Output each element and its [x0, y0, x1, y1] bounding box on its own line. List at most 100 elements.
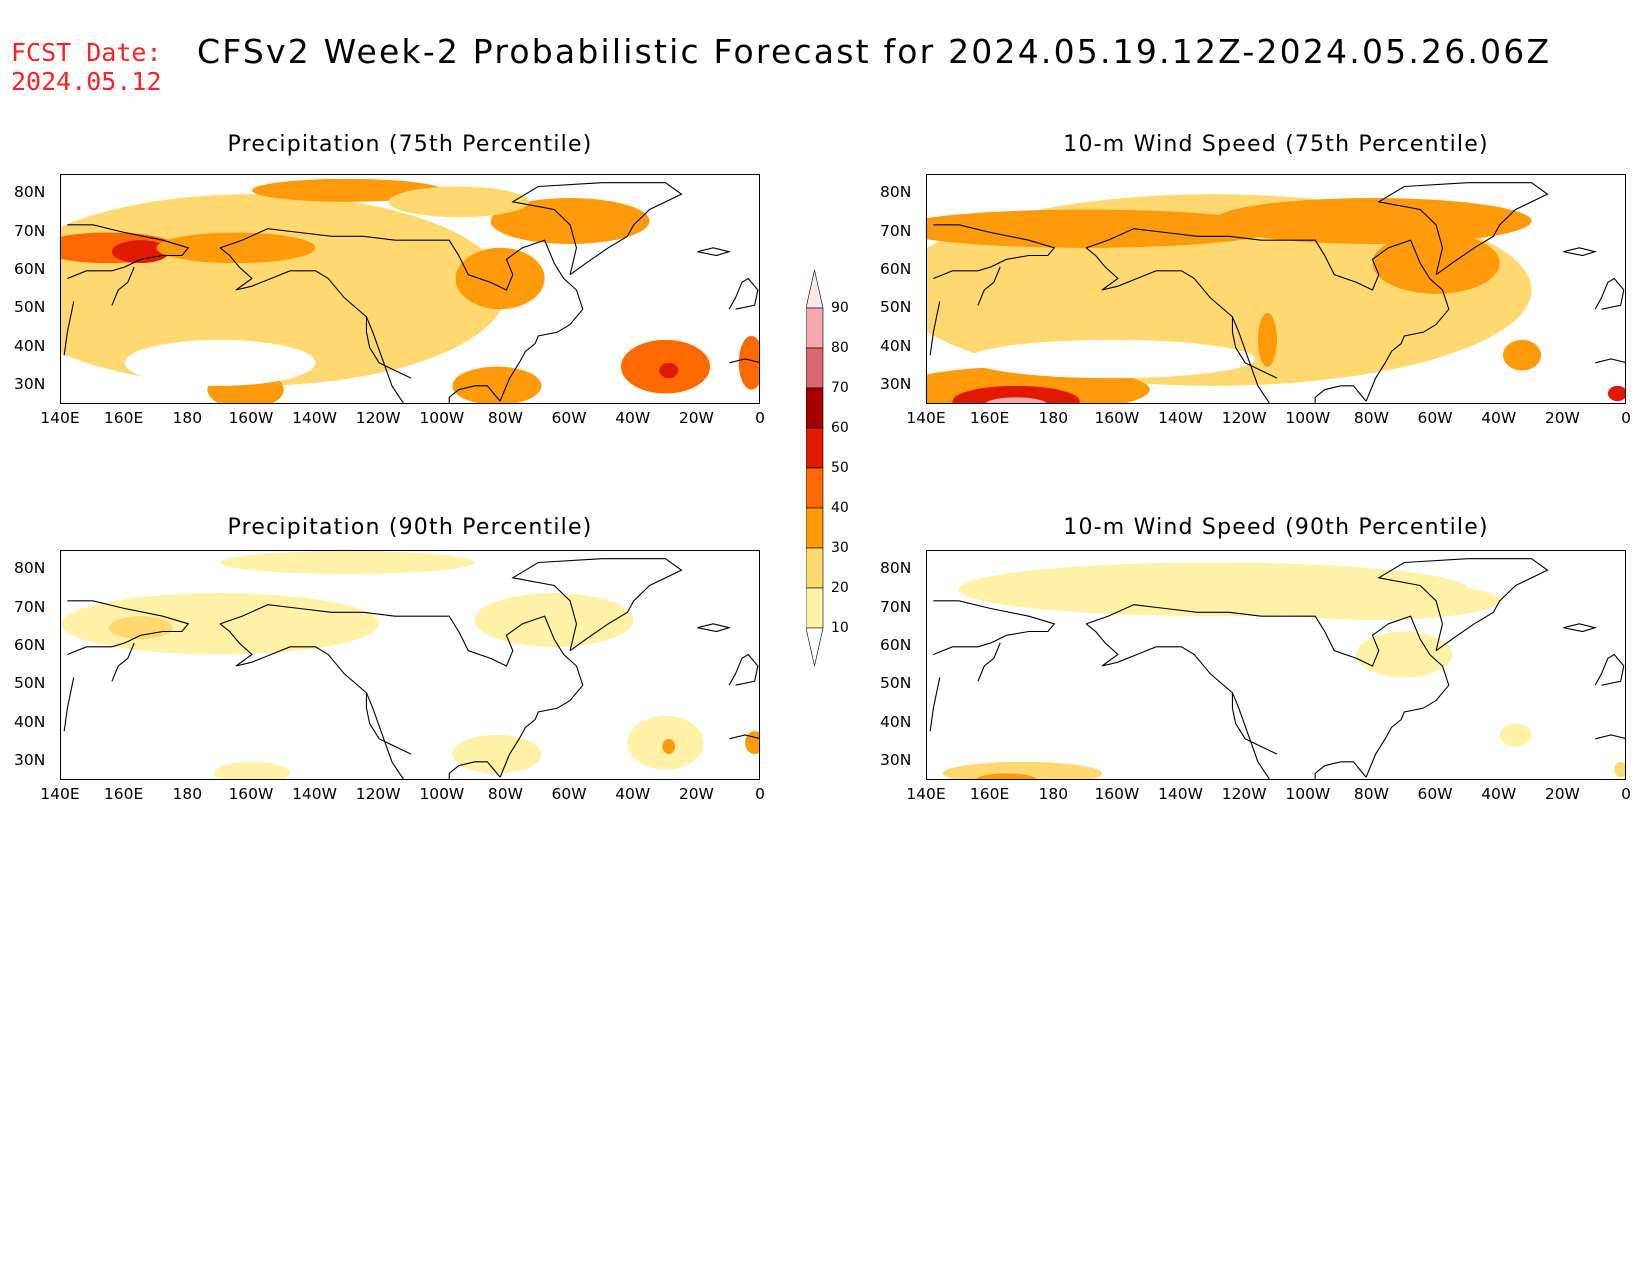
- x-tick-label: 120W: [1221, 785, 1267, 803]
- coastline: [1595, 358, 1625, 364]
- x-tick-label: 0: [1621, 785, 1631, 803]
- x-tick-label: 0: [755, 409, 765, 427]
- probability-blob: [1499, 723, 1532, 747]
- probability-blob: [1607, 385, 1625, 402]
- y-tick-label: 80N: [14, 559, 46, 578]
- x-tick-label: 160W: [228, 785, 274, 803]
- probability-blob: [156, 232, 316, 264]
- y-tick-label: 50N: [880, 674, 912, 693]
- probability-blob: [1356, 631, 1452, 678]
- coastline: [1085, 228, 1450, 402]
- y-tick-label: 70N: [880, 221, 912, 240]
- coastline: [977, 642, 1001, 682]
- y-tick-label: 30N: [14, 750, 46, 769]
- y-tick-label: 30N: [880, 750, 912, 769]
- coastline: [219, 623, 412, 755]
- probability-blob: [108, 616, 173, 640]
- probability-blob: [388, 186, 529, 218]
- page-title: CFSv2 Week-2 Probabilistic Forecast for …: [197, 32, 1552, 71]
- x-tick-label: 140W: [292, 785, 337, 803]
- coastline: [933, 224, 1056, 280]
- probability-blob: [1614, 761, 1625, 778]
- coastline: [697, 247, 732, 257]
- colorbar-label: 80: [831, 340, 849, 356]
- y-tick-label: 80N: [880, 183, 912, 202]
- colorbar-segment: [805, 269, 824, 309]
- x-tick-label: 160E: [103, 409, 144, 427]
- coastline: [697, 623, 732, 633]
- coastline: [1085, 247, 1278, 379]
- x-tick-label: 100W: [419, 409, 465, 427]
- x-tick-label: 160W: [228, 409, 274, 427]
- panel-title: 10-m Wind Speed (90th Percentile): [1063, 515, 1489, 540]
- y-tick-label: 30N: [14, 374, 46, 393]
- panel-title: 10-m Wind Speed (75th Percentile): [1063, 132, 1489, 157]
- map-frame: [926, 550, 1626, 780]
- coastline: [365, 316, 404, 403]
- x-tick-label: 40W: [615, 409, 651, 427]
- y-tick-label: 40N: [880, 336, 912, 355]
- colorbar-segment: [805, 467, 824, 509]
- x-tick-label: 80W: [487, 785, 523, 803]
- x-tick-label: 140W: [1158, 785, 1203, 803]
- coastline: [1595, 734, 1625, 740]
- y-tick-label: 60N: [14, 635, 46, 654]
- x-tick-label: 40W: [1481, 785, 1517, 803]
- y-tick-label: 50N: [14, 674, 46, 693]
- coastline: [219, 228, 584, 402]
- forecast-date-value: 2024.05.12: [11, 67, 162, 96]
- y-tick-label: 40N: [14, 336, 46, 355]
- x-tick-label: 20W: [678, 785, 714, 803]
- x-tick-label: 160W: [1094, 409, 1140, 427]
- probability-blob: [985, 397, 1047, 403]
- colorbar-label: 10: [831, 620, 849, 636]
- colorbar-segment: [805, 507, 824, 549]
- coastline: [1594, 653, 1625, 686]
- x-tick-label: 160W: [1094, 785, 1140, 803]
- probability-blob: [952, 385, 1080, 403]
- x-tick-label: 60W: [551, 785, 587, 803]
- colorbar-label: 30: [831, 540, 849, 556]
- coastline: [67, 600, 190, 656]
- y-tick-label: 70N: [14, 597, 46, 616]
- coastline: [448, 761, 501, 779]
- probability-blob: [975, 773, 1038, 779]
- probability-blob: [927, 209, 1277, 248]
- coastline: [219, 604, 584, 778]
- coastline: [1377, 182, 1549, 276]
- y-tick-label: 30N: [880, 374, 912, 393]
- y-tick-label: 70N: [14, 221, 46, 240]
- x-tick-label: 80W: [1353, 409, 1389, 427]
- x-tick-label: 140W: [292, 409, 337, 427]
- probability-blob: [745, 731, 759, 755]
- x-tick-label: 140E: [906, 409, 946, 427]
- colorbar-segment: [805, 627, 824, 667]
- forecast-date-block: FCST Date: 2024.05.12: [11, 38, 162, 96]
- colorbar-segment: [805, 347, 824, 389]
- probability-blob: [452, 735, 542, 774]
- coastline: [728, 277, 759, 310]
- probability-blob: [1245, 581, 1500, 620]
- coastline: [448, 385, 501, 403]
- y-tick-label: 70N: [880, 597, 912, 616]
- x-tick-label: 160E: [103, 785, 144, 803]
- coastline: [1314, 385, 1367, 403]
- probability-blob: [455, 247, 545, 310]
- colorbar-graphic: [805, 269, 824, 667]
- y-tick-label: 60N: [880, 635, 912, 654]
- x-tick-label: 180: [1038, 409, 1069, 427]
- panel-title: Precipitation (75th Percentile): [227, 132, 593, 157]
- probability-blob: [220, 551, 475, 574]
- coastline: [977, 266, 1001, 306]
- x-tick-label: 60W: [1417, 409, 1453, 427]
- y-tick-label: 50N: [14, 298, 46, 317]
- x-tick-label: 140E: [40, 785, 80, 803]
- coastline: [929, 301, 941, 356]
- x-tick-label: 140E: [40, 409, 80, 427]
- x-tick-label: 180: [172, 785, 203, 803]
- x-tick-label: 20W: [1544, 409, 1580, 427]
- probability-blob: [1502, 339, 1542, 371]
- coastline: [1231, 316, 1270, 403]
- coastline: [1377, 558, 1549, 652]
- probability-blob: [1372, 232, 1500, 294]
